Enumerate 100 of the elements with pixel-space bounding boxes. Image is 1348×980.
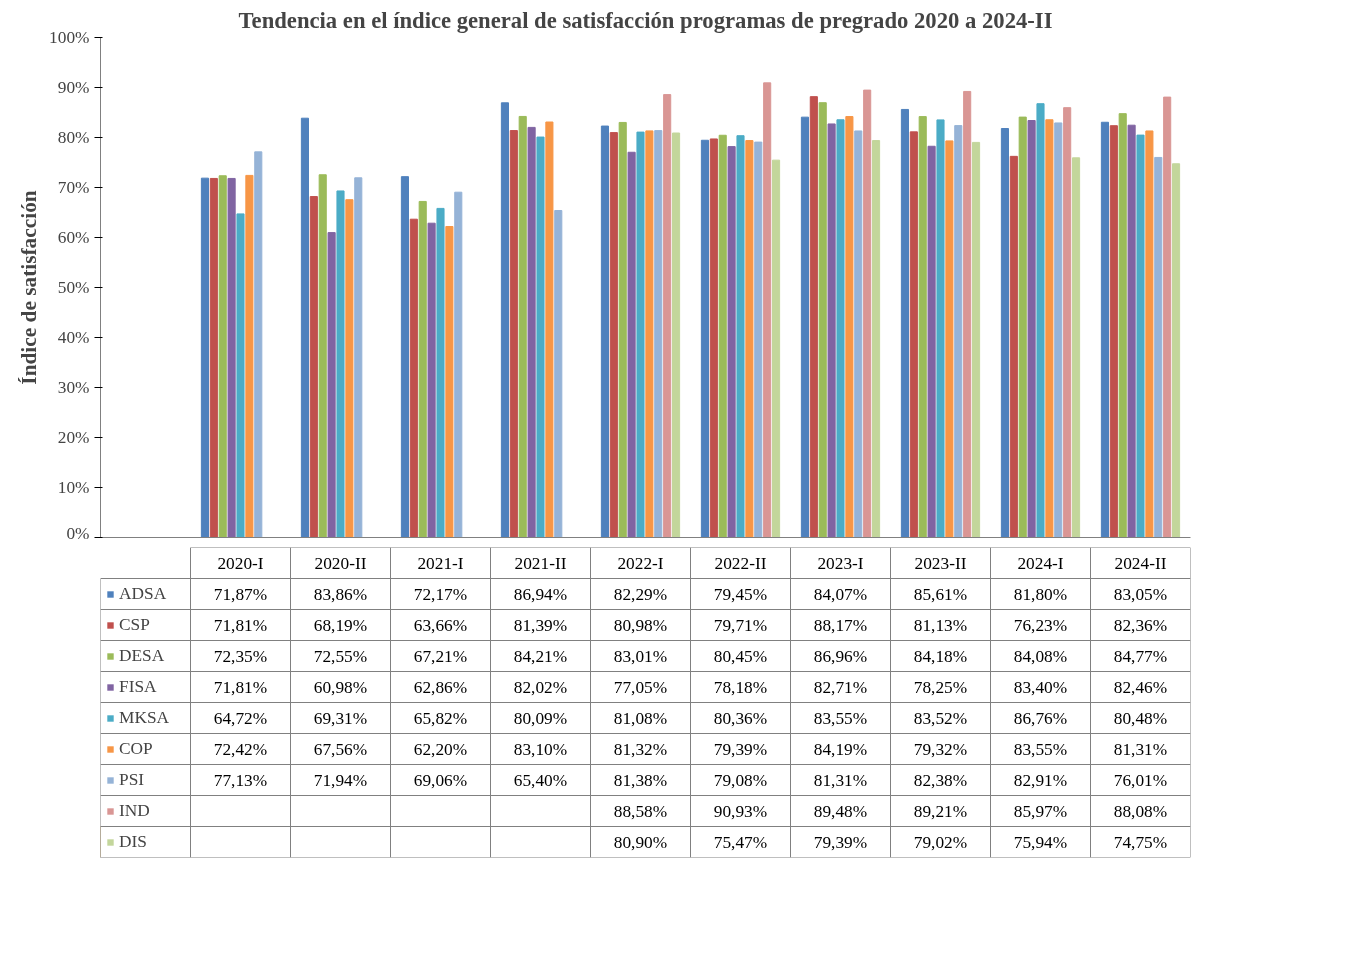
bar [500, 102, 509, 538]
bar [218, 175, 227, 538]
bar [1063, 107, 1072, 538]
legend-label: ADSA [119, 582, 167, 605]
data-label: 67,56% [313, 739, 368, 759]
bar [318, 174, 327, 538]
data-label: 65,82% [413, 708, 468, 728]
bar [300, 117, 309, 538]
data-label: 79,02% [913, 832, 968, 852]
bar [336, 190, 345, 538]
x-tick-label: 2024-II [1114, 553, 1167, 573]
data-label: 78,18% [713, 677, 768, 697]
bar [954, 125, 963, 538]
bar [1145, 130, 1154, 538]
data-label: 72,35% [213, 646, 268, 666]
data-label: 80,48% [1113, 708, 1168, 728]
bar [1072, 157, 1081, 538]
data-label: 83,40% [1013, 677, 1068, 697]
data-label: 85,61% [913, 584, 968, 604]
data-label: 89,21% [913, 801, 968, 821]
data-label: 83,01% [613, 646, 668, 666]
bar [936, 119, 945, 538]
data-label: 79,08% [713, 770, 768, 790]
bar [827, 123, 836, 538]
data-label: 83,55% [1013, 739, 1068, 759]
legend-label: MKSA [119, 706, 170, 729]
data-label: 84,18% [913, 646, 968, 666]
bar [627, 151, 636, 538]
data-label: 89,48% [813, 801, 868, 821]
data-label: 82,29% [613, 584, 668, 604]
bar [854, 130, 863, 538]
data-label: 81,08% [613, 708, 668, 728]
data-label: 71,81% [213, 615, 268, 635]
bar [518, 115, 527, 538]
data-label: 68,19% [313, 615, 368, 635]
x-tick-label: 2020-II [314, 553, 367, 573]
bar [227, 177, 236, 538]
data-label: 65,40% [513, 770, 568, 790]
y-tick-label: 20% [57, 428, 90, 447]
bar [1136, 134, 1145, 538]
bar [1045, 119, 1054, 538]
bar [600, 125, 609, 538]
bar [800, 116, 809, 538]
x-tick-label: 2021-I [417, 553, 464, 573]
data-label: 72,17% [413, 584, 468, 604]
x-tick-label: 2023-II [914, 553, 967, 573]
bar [763, 82, 772, 538]
data-label: 71,94% [313, 770, 368, 790]
data-label: 76,01% [1113, 770, 1168, 790]
bar [1027, 120, 1036, 538]
bar [1163, 96, 1172, 538]
data-label: 77,05% [613, 677, 668, 697]
data-label: 84,77% [1113, 646, 1168, 666]
data-label: 75,47% [713, 832, 768, 852]
data-label: 82,02% [513, 677, 568, 697]
bar [709, 138, 718, 538]
data-label: 79,39% [713, 739, 768, 759]
data-label: 81,31% [1113, 739, 1168, 759]
bar [1036, 103, 1045, 538]
bar [400, 176, 409, 538]
legend-label: DIS [119, 830, 147, 853]
bar [700, 139, 709, 538]
bar [654, 130, 663, 538]
bar [727, 146, 736, 538]
data-label: 76,23% [1013, 615, 1068, 635]
bar [945, 140, 954, 538]
bar [554, 210, 563, 538]
data-label: 81,38% [613, 770, 668, 790]
data-label: 86,76% [1013, 708, 1068, 728]
legend-label: PSI [119, 768, 145, 791]
y-axis-title: Índice de satisfacción [17, 190, 42, 385]
bar [254, 151, 263, 538]
bar [663, 94, 672, 538]
data-label: 80,90% [613, 832, 668, 852]
data-label: 78,25% [913, 677, 968, 697]
bar [900, 108, 909, 538]
legend-label: DESA [119, 644, 165, 667]
bar [1000, 128, 1009, 538]
bar [636, 131, 645, 538]
data-label: 72,55% [313, 646, 368, 666]
data-label: 75,94% [1013, 832, 1068, 852]
bar [509, 130, 518, 538]
bar [345, 199, 354, 538]
bar [309, 196, 318, 538]
data-label: 88,58% [613, 801, 668, 821]
bar [1100, 121, 1109, 538]
bar [427, 222, 436, 538]
x-tick-label: 2023-I [817, 553, 864, 573]
bar [236, 213, 245, 538]
y-tick-label: 30% [57, 378, 90, 397]
bar [736, 135, 745, 538]
x-tick-label: 2024-I [1017, 553, 1064, 573]
data-label: 83,05% [1113, 584, 1168, 604]
x-tick-label: 2022-II [714, 553, 767, 573]
bar [1054, 122, 1063, 538]
bar [972, 141, 981, 538]
bar [718, 134, 727, 538]
bar [963, 90, 972, 538]
legend-label: FISA [119, 675, 157, 698]
data-label: 80,36% [713, 708, 768, 728]
